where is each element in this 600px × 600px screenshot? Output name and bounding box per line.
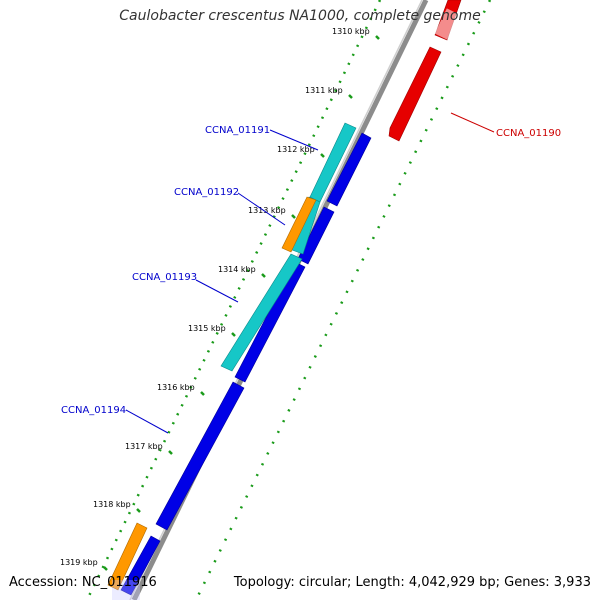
position-tick: [375, 35, 380, 40]
gene-ccna-01192-orange[interactable]: [281, 196, 317, 253]
gene-leader-line: [269, 129, 319, 151]
position-labels: 1310 kbp 1311 kbp 1312 kbp 1313 kbp 1314 kbp…: [60, 27, 380, 571]
gene-blue-5[interactable]: [120, 535, 161, 596]
position-tick: [200, 391, 205, 396]
position-label: 1317 kbp: [125, 442, 163, 451]
position-label: 1314 kbp: [218, 265, 256, 274]
position-tick: [348, 94, 353, 99]
summary-text: Topology: circular; Length: 4,042,929 bp…: [233, 575, 591, 590]
gene-leader-line: [237, 192, 286, 226]
position-label: 1319 kbp: [60, 558, 98, 567]
position-label: 1313 kbp: [248, 206, 286, 215]
gc-track-outer: [194, 0, 492, 600]
gene-ccna-01193-cyan[interactable]: [220, 253, 303, 372]
gene-label[interactable]: CCNA_01190: [496, 128, 561, 139]
gene-orange-lower[interactable]: [107, 522, 148, 591]
position-label: 1310 kbp: [332, 27, 370, 36]
map-title: Caulobacter crescentus NA1000, complete …: [119, 8, 481, 24]
gene-blue-1[interactable]: [326, 132, 372, 207]
position-label: 1315 kbp: [188, 324, 226, 333]
position-label: 1311 kbp: [305, 86, 343, 95]
gene-blue-3[interactable]: [234, 261, 306, 383]
position-label: 1318 kbp: [93, 500, 131, 509]
gene-label[interactable]: CCNA_01194: [61, 405, 126, 416]
gene-leader-line: [125, 409, 169, 434]
position-label: 1316 kbp: [157, 383, 195, 392]
gene-upper-red-fade: [434, 8, 460, 40]
position-tick: [291, 214, 296, 219]
gene-labels: CCNA_01191 CCNA_01192 CCNA_01193 CCNA_01194…: [61, 112, 561, 434]
position-tick: [168, 450, 173, 455]
gene-leader-line: [450, 112, 495, 133]
fade-bottom: [112, 580, 140, 600]
gene-ccna-01190-arrow[interactable]: [388, 46, 442, 142]
position-label: 1312 kbp: [277, 145, 315, 154]
accession-text: Accession: NC_011916: [9, 575, 157, 590]
position-tick: [103, 566, 108, 571]
position-tick: [231, 332, 236, 337]
position-tick: [320, 153, 325, 158]
gene-leader-line: [195, 279, 239, 303]
gene-label[interactable]: CCNA_01193: [132, 272, 197, 283]
gene-blue-4[interactable]: [155, 381, 245, 531]
gene-label[interactable]: CCNA_01191: [205, 125, 270, 136]
gc-track-inner: [85, 0, 382, 600]
position-tick: [261, 273, 266, 278]
position-tick: [136, 508, 141, 513]
gene-label[interactable]: CCNA_01192: [174, 187, 239, 198]
